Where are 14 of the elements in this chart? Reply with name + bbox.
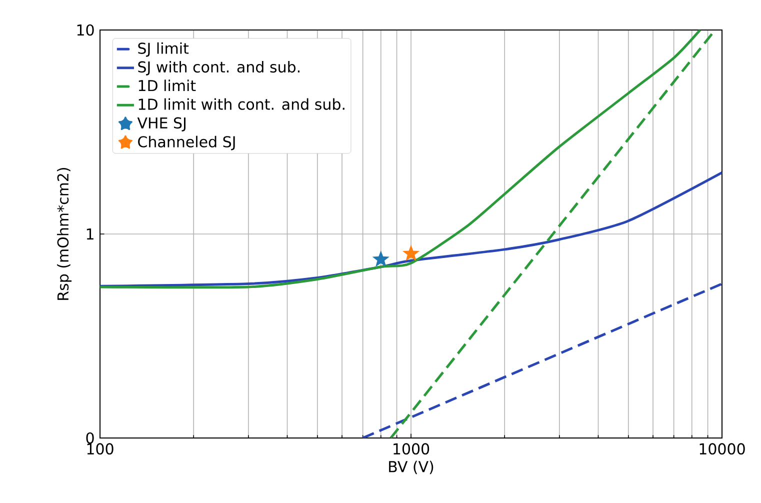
legend-label: Channeled SJ (138, 136, 235, 150)
y-tick-label: 1 (86, 228, 94, 240)
x-tick-label: 100 (87, 443, 114, 455)
legend-label: SJ limit (138, 42, 189, 57)
legend-label: 1D limit with cont. and sub. (138, 98, 344, 110)
legend-label: 1D limit (138, 80, 196, 92)
y-tick-label: 0 (86, 432, 94, 444)
y-axis-title: Rsp (mOhm*cm2) (57, 168, 72, 300)
x-tick-label: 10000 (700, 443, 745, 455)
x-tick-label: 1000 (394, 443, 430, 455)
x-axis-title: BV (V) (389, 460, 434, 474)
y-tick-label: 10 (77, 24, 94, 36)
legend-label: SJ with cont. and sub. (138, 61, 300, 76)
legend-label: VHE SJ (137, 117, 186, 132)
